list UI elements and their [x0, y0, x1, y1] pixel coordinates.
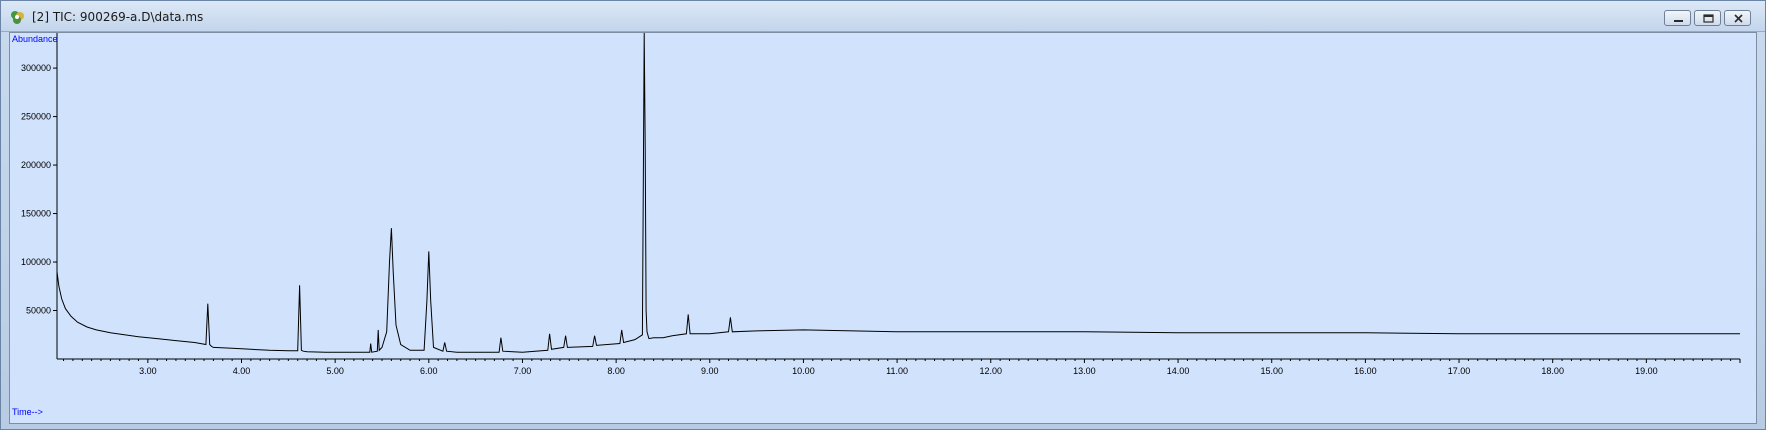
x-tick-label: 6.00	[420, 366, 438, 376]
chart-background	[10, 33, 1756, 423]
x-tick-label: 10.00	[792, 366, 815, 376]
x-tick-label: 12.00	[979, 366, 1002, 376]
x-tick-label: 15.00	[1260, 366, 1283, 376]
y-tick-label: 100000	[21, 257, 51, 267]
y-tick-label: 200000	[21, 160, 51, 170]
x-tick-label: 5.00	[326, 366, 344, 376]
close-icon	[1734, 14, 1743, 23]
x-tick-label: 16.00	[1354, 366, 1377, 376]
y-tick-label: 50000	[26, 306, 51, 316]
y-axis-label: Abundance	[12, 34, 58, 44]
x-tick-label: 11.00	[886, 366, 908, 376]
x-tick-label: 19.00	[1635, 366, 1658, 376]
chromatogram-chart: 50000 100000 150000 200000 250000 300000 3.00…	[10, 33, 1756, 423]
y-tick-label: 300000	[21, 63, 51, 73]
x-tick-label: 14.00	[1167, 366, 1190, 376]
y-tick-label: 250000	[21, 112, 51, 122]
window-title: [2] TIC: 900269-a.D\data.ms	[32, 10, 204, 24]
x-tick-label: 17.00	[1448, 366, 1471, 376]
plot-area[interactable]: 50000 100000 150000 200000 250000 300000 3.00…	[9, 32, 1757, 424]
x-tick-label: 4.00	[233, 366, 251, 376]
restore-icon	[1703, 14, 1714, 23]
x-tick-label: 9.00	[701, 366, 719, 376]
minimize-icon	[1674, 20, 1683, 22]
y-tick-label: 150000	[21, 209, 51, 219]
x-tick-label: 8.00	[607, 366, 625, 376]
x-tick-label: 13.00	[1073, 366, 1096, 376]
y-axis: 50000 100000 150000 200000 250000 300000	[21, 63, 57, 316]
x-tick-label: 18.00	[1541, 366, 1564, 376]
x-tick-label: 3.00	[139, 366, 157, 376]
restore-button[interactable]	[1694, 10, 1721, 26]
minimize-button[interactable]	[1664, 10, 1691, 26]
app-icon	[11, 11, 24, 24]
close-button[interactable]	[1724, 10, 1751, 26]
x-tick-label: 7.00	[514, 366, 532, 376]
x-axis-label: Time-->	[12, 407, 43, 417]
tic-trace	[56, 33, 1740, 353]
x-axis: 3.00 4.00 5.00 6.00 7.00 8.00 9.00 10.00 11.00 12…	[63, 359, 1741, 376]
title-bar[interactable]: [2] TIC: 900269-a.D\data.ms	[1, 1, 1765, 32]
